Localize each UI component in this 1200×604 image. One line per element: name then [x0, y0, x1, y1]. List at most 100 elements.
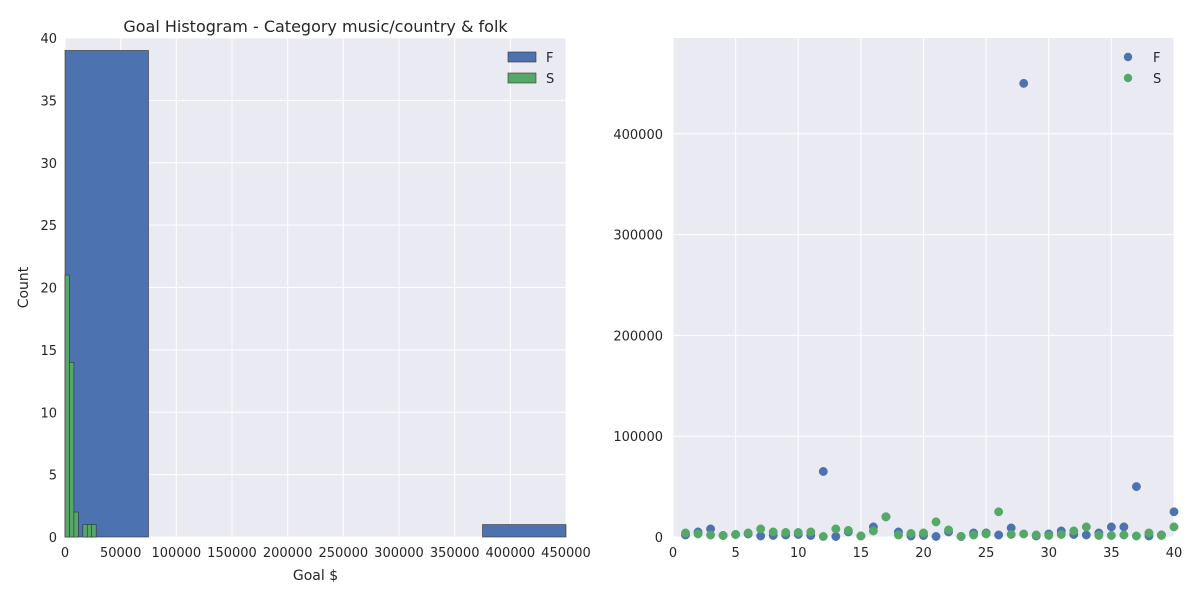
scatter-point-S — [1081, 522, 1091, 532]
scatter-point-S — [1157, 531, 1166, 540]
legend-label-S: S — [546, 72, 554, 87]
histogram-y-tick-label: 40 — [40, 32, 57, 47]
scatter-point-S — [1106, 531, 1116, 540]
histogram-y-tick-label: 35 — [40, 94, 57, 109]
scatter-x-tick-label: 30 — [1040, 546, 1057, 561]
scatter-y-tick-label: 0 — [655, 531, 663, 546]
scatter-point-S — [843, 525, 853, 535]
scatter-point-F — [1019, 78, 1029, 88]
legend-label-S: S — [1153, 72, 1161, 87]
histogram-x-tick-label: 150000 — [207, 546, 257, 561]
scatter-point-S — [969, 530, 979, 540]
scatter-point-S — [1031, 530, 1041, 540]
scatter-point-S — [768, 527, 778, 537]
scatter-point-S — [906, 529, 916, 538]
scatter-x-tick-label: 15 — [853, 546, 870, 561]
histogram-bar-S — [91, 524, 97, 538]
scatter-x-tick-label: 35 — [1103, 546, 1120, 561]
scatter-point-S — [793, 528, 803, 537]
histogram-y-tick-labels: 0 5 10 15 20 25 30 35 40 — [40, 32, 57, 546]
scatter-point-F — [818, 467, 828, 476]
histogram-x-tick-label: 250000 — [319, 546, 369, 561]
histogram-bar-S — [82, 524, 88, 538]
scatter-y-tick-label: 400000 — [613, 128, 663, 143]
legend-marker-S — [1123, 73, 1133, 83]
legend-swatch-F — [507, 51, 537, 63]
scatter-point-F — [1119, 522, 1129, 532]
scatter-x-tick-label: 5 — [731, 546, 739, 561]
scatter-point-S — [1069, 526, 1079, 536]
histogram-panel: 0 50000 100000 150000 200000 250000 300000 3500… — [16, 17, 591, 584]
scatter-point-F — [1106, 522, 1116, 532]
histogram-x-tick-label: 450000 — [541, 546, 591, 561]
histogram-x-tick-label: 100000 — [152, 546, 202, 561]
histogram-x-tick-label: 50000 — [100, 546, 141, 561]
legend-label-F: F — [1153, 51, 1160, 66]
scatter-point-S — [756, 524, 766, 534]
histogram-y-tick-label: 25 — [40, 219, 57, 234]
legend-marker-F — [1123, 52, 1133, 62]
histogram-bar-S — [64, 274, 70, 538]
histogram-bar-S — [73, 511, 79, 538]
scatter-point-S — [781, 528, 791, 537]
scatter-point-S — [731, 530, 741, 539]
scatter-point-F — [931, 532, 941, 541]
histogram-bar-F — [482, 524, 567, 538]
scatter-y-tick-label: 100000 — [613, 430, 663, 445]
histogram-x-tick-label: 200000 — [263, 546, 313, 561]
scatter-point-S — [1131, 531, 1141, 541]
scatter-point-S — [1169, 522, 1179, 532]
scatter-legend: F S — [1123, 51, 1161, 87]
scatter-point-S — [806, 527, 816, 537]
scatter-point-S — [818, 532, 828, 541]
scatter-panel: 0 5 10 15 20 25 30 35 40 0 100000 200000 300000 4000… — [613, 38, 1182, 561]
scatter-point-F — [994, 530, 1004, 540]
scatter-point-S — [1056, 530, 1066, 539]
scatter-y-tick-labels: 0 100000 200000 300000 400000 — [613, 128, 663, 546]
histogram-bars — [64, 50, 567, 538]
histogram-x-tick-labels: 0 50000 100000 150000 200000 250000 300000 3500… — [61, 546, 591, 561]
histogram-x-tick-label: 0 — [61, 546, 69, 561]
histogram-legend: F S — [507, 51, 554, 87]
scatter-point-S — [1119, 530, 1129, 540]
scatter-x-tick-labels: 0 5 10 15 20 25 30 35 40 — [669, 546, 1182, 561]
scatter-point-S — [944, 525, 953, 535]
scatter-point-S — [693, 529, 703, 539]
scatter-point-S — [856, 531, 866, 541]
scatter-points — [681, 78, 1179, 541]
scatter-point-S — [1044, 531, 1054, 540]
scatter-point-S — [881, 512, 891, 522]
scatter-gridlines — [672, 38, 1175, 538]
scatter-point-S — [1144, 528, 1154, 538]
scatter-point-S — [743, 528, 753, 538]
histogram-bar-S — [86, 524, 93, 538]
histogram-y-tick-label: 20 — [40, 282, 57, 297]
histogram-x-tick-label: 350000 — [430, 546, 480, 561]
scatter-y-tick-label: 200000 — [613, 329, 663, 344]
histogram-bar-F — [64, 50, 149, 538]
scatter-point-F — [1169, 507, 1179, 517]
histogram-y-tick-label: 10 — [40, 406, 57, 421]
scatter-point-S — [706, 530, 716, 540]
scatter-point-S — [1019, 529, 1029, 539]
legend-label-F: F — [546, 51, 553, 66]
scatter-x-tick-label: 0 — [669, 546, 677, 561]
histogram-x-tick-label: 300000 — [374, 546, 424, 561]
scatter-point-F — [831, 532, 841, 541]
scatter-point-S — [1094, 531, 1104, 540]
scatter-point-S — [681, 528, 690, 538]
scatter-point-S — [894, 530, 903, 540]
scatter-x-tick-label: 25 — [978, 546, 995, 561]
histogram-x-axis-label: Goal $ — [293, 568, 338, 584]
scatter-point-S — [919, 528, 928, 538]
histogram-y-tick-label: 0 — [49, 531, 57, 546]
histogram-x-tick-label: 400000 — [486, 546, 536, 561]
scatter-point-F — [1131, 482, 1141, 492]
scatter-x-tick-label: 40 — [1166, 546, 1183, 561]
histogram-y-tick-label: 30 — [40, 157, 57, 172]
scatter-point-S — [868, 526, 878, 536]
legend-swatch-S — [507, 72, 537, 84]
scatter-point-F — [1081, 530, 1091, 540]
scatter-point-S — [1006, 530, 1016, 539]
